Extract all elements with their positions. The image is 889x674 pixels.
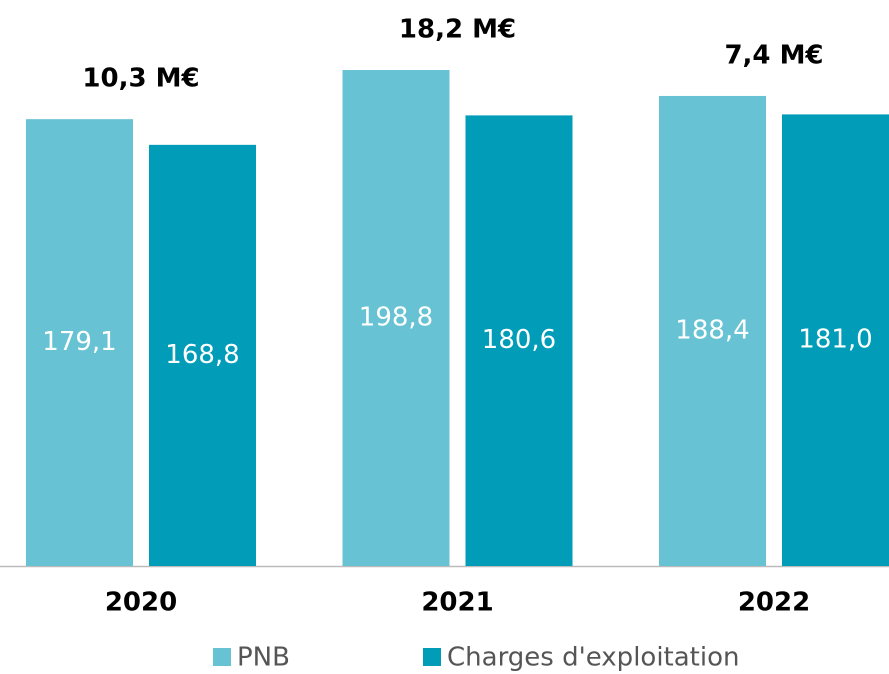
legend-swatch xyxy=(423,648,441,666)
value-label: 188,4 xyxy=(675,315,749,345)
value-label: 198,8 xyxy=(359,303,433,333)
annotation: 7,4 M€ xyxy=(724,40,823,70)
value-label: 168,8 xyxy=(165,340,239,370)
bar xyxy=(26,119,133,566)
value-label: 180,6 xyxy=(482,325,556,355)
value-label: 181,0 xyxy=(798,325,872,355)
legend-label: PNB xyxy=(237,643,290,673)
legend-swatch xyxy=(213,648,231,666)
legend-label: Charges d'exploitation xyxy=(447,643,739,673)
x-tick-label: 2022 xyxy=(738,588,810,618)
x-tick-label: 2021 xyxy=(421,588,493,618)
bar xyxy=(149,144,256,566)
annotation: 10,3 M€ xyxy=(82,64,199,94)
annotation: 18,2 M€ xyxy=(399,15,516,45)
bar xyxy=(782,114,889,566)
x-tick-label: 2020 xyxy=(105,588,177,618)
bar xyxy=(342,70,450,566)
bar xyxy=(659,95,766,566)
value-label: 179,1 xyxy=(42,327,116,357)
bar xyxy=(465,115,573,566)
